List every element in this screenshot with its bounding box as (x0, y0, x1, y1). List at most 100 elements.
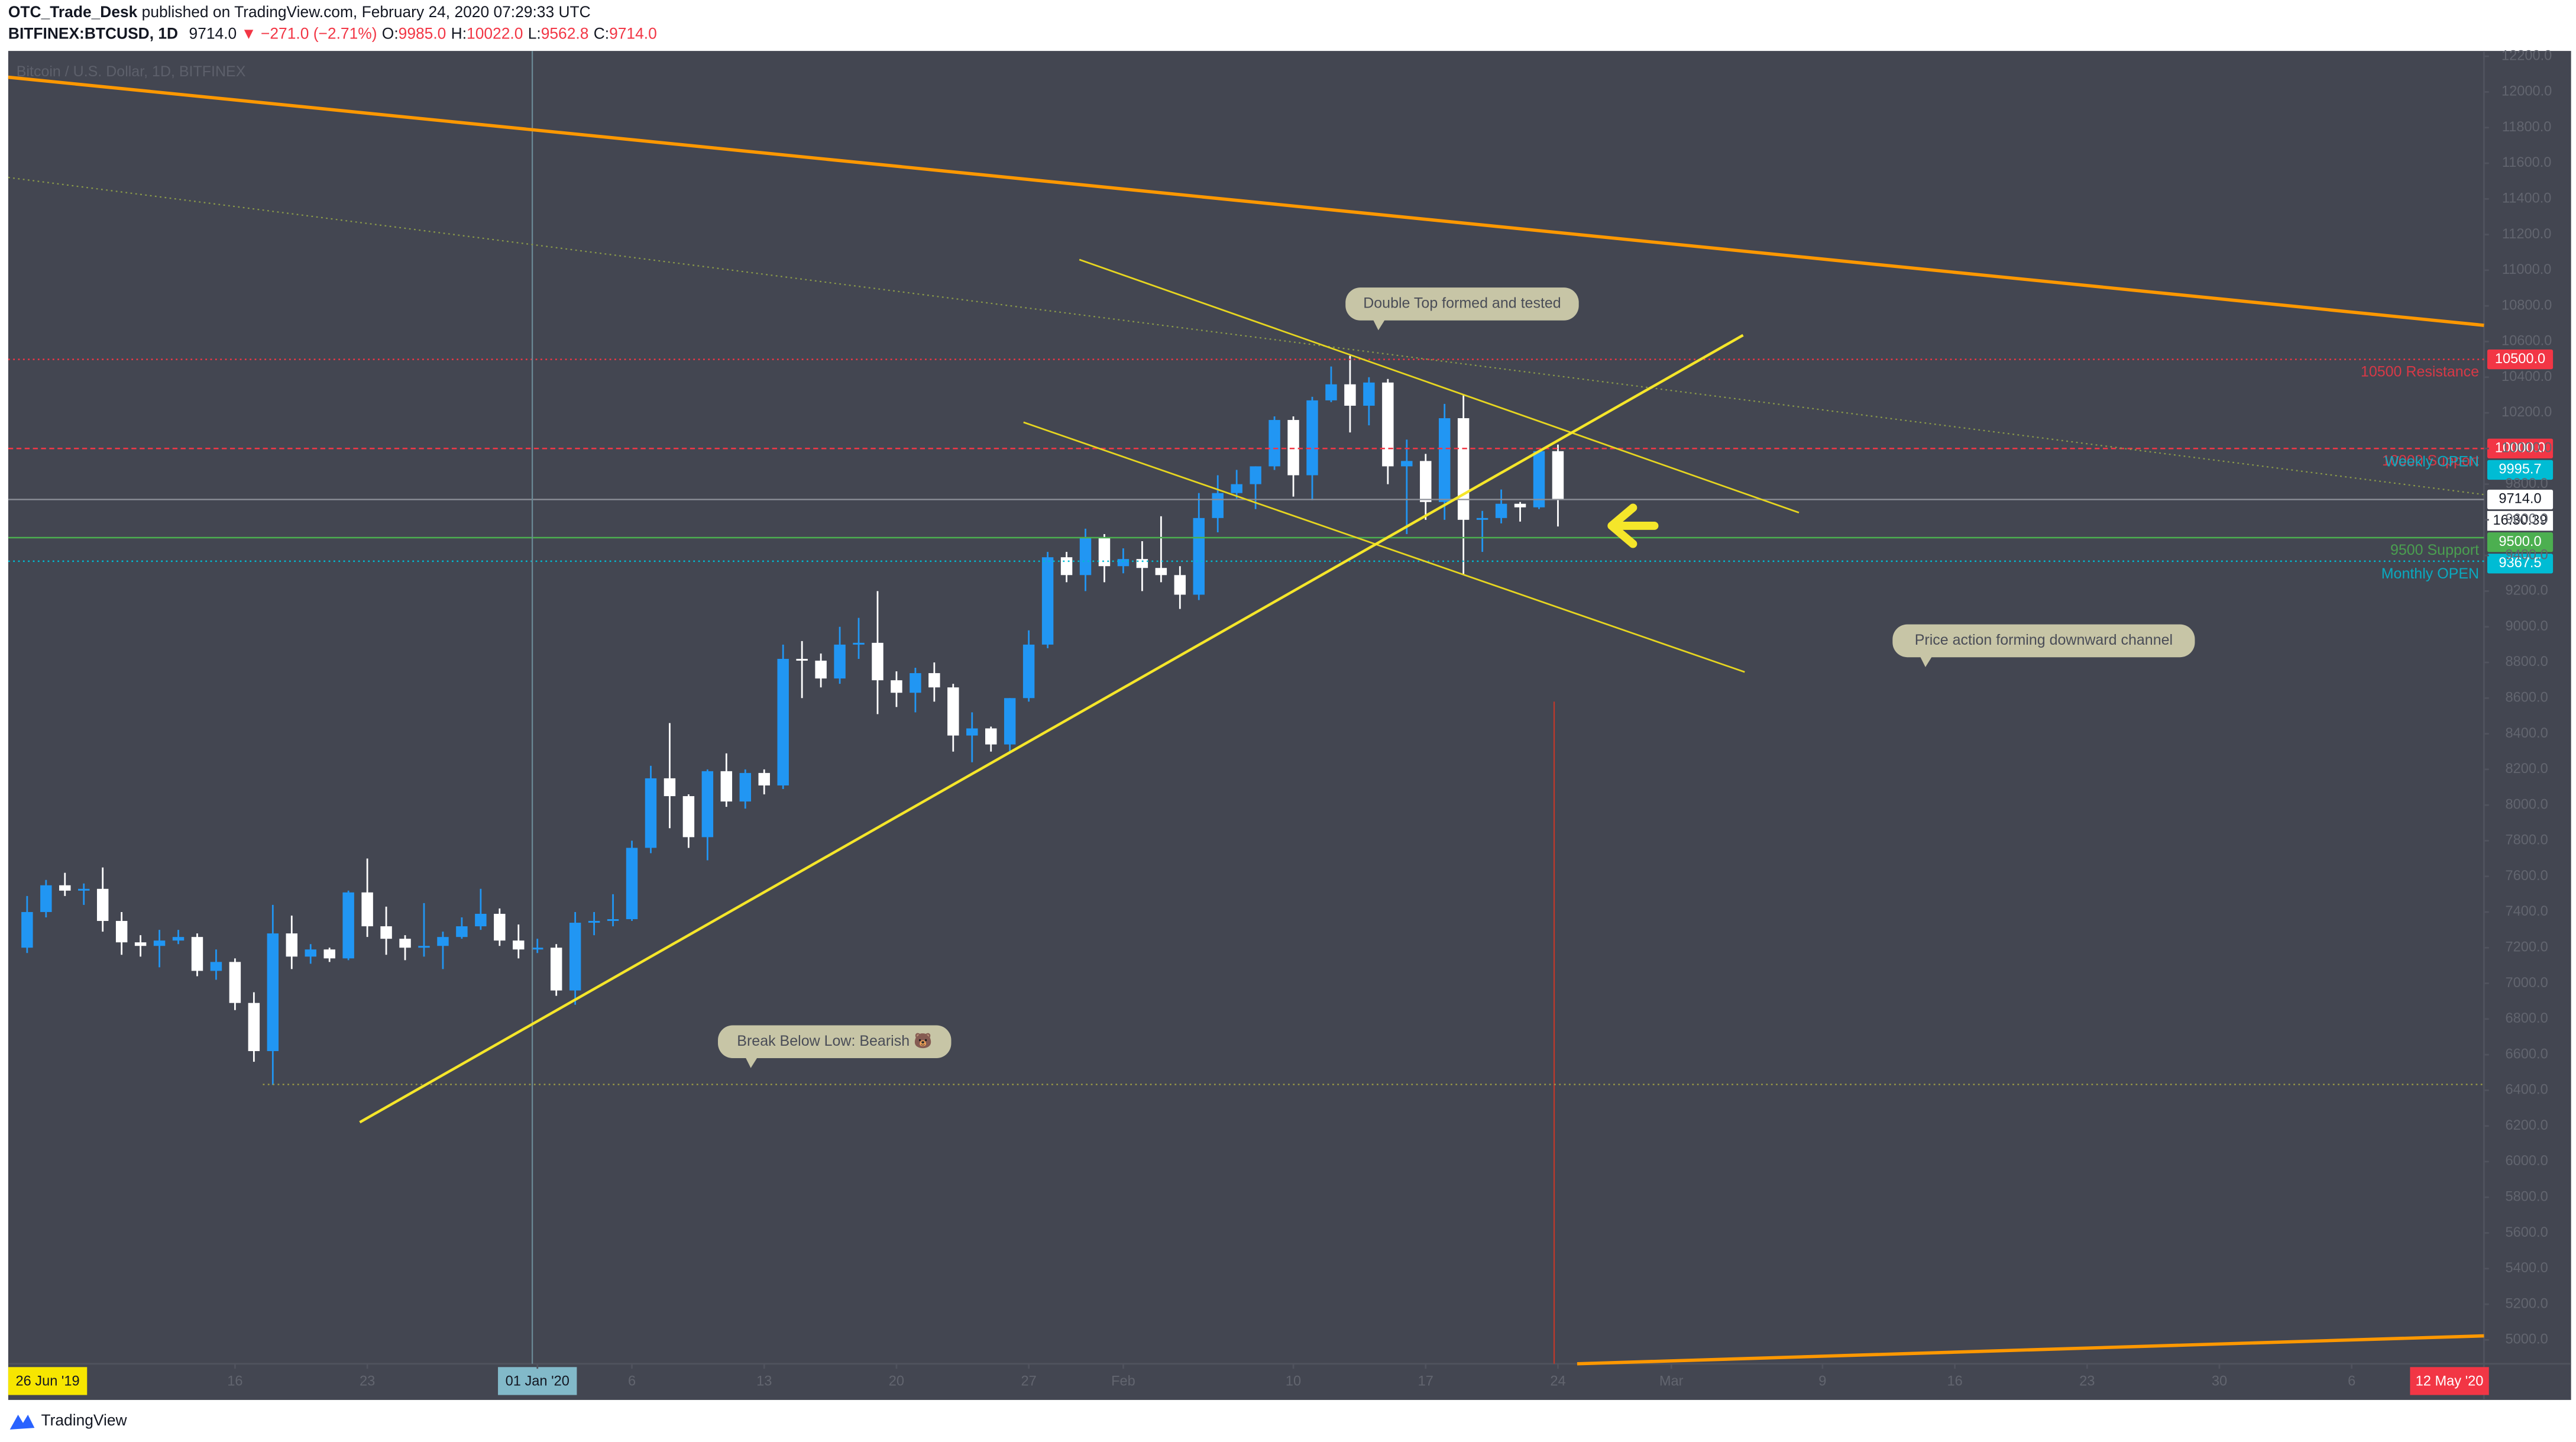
candle-body (1268, 420, 1280, 467)
candle-body (1231, 484, 1242, 493)
candle-body (1117, 559, 1130, 567)
level-label: 10500.0 (2495, 351, 2545, 367)
y-tick-label: 7600.0 (2506, 868, 2548, 884)
candle-body (739, 772, 751, 802)
symbol: BITFINEX:BTCUSD, 1D (8, 24, 178, 42)
candle-body (1306, 400, 1318, 476)
ohlc-key: L: (528, 24, 541, 42)
candle-body (21, 911, 33, 948)
candle-body (494, 913, 506, 941)
level-box (2487, 532, 2554, 552)
candle-body (701, 771, 714, 838)
arrow (1607, 503, 1659, 548)
range-start-box (8, 1367, 88, 1395)
author: OTC_Trade_Desk (8, 3, 138, 21)
candle-body (777, 658, 789, 785)
ohlc-value: 9562.8 (541, 24, 589, 42)
level-box (2487, 554, 2554, 574)
candle-body (720, 771, 733, 802)
ohlc-key: C: (594, 24, 609, 42)
ohlc-value: 10022.0 (467, 24, 523, 42)
candle-body (1287, 420, 1299, 476)
candle-body (40, 885, 52, 912)
candle-body (1022, 644, 1035, 699)
range-start: 26 Jun '19 (15, 1374, 79, 1389)
candle-body (1363, 382, 1375, 406)
y-tick-label: 5200.0 (2506, 1296, 2548, 1311)
y-tick-label: 10400.0 (2501, 369, 2552, 384)
x-tick-label: 17 (1418, 1374, 1433, 1389)
y-tick-label: 5400.0 (2506, 1260, 2548, 1276)
y-tick-label: 8000.0 (2506, 797, 2548, 812)
candle-body (361, 892, 373, 927)
callout-text: Double Top formed and tested (1363, 295, 1561, 312)
y-tick-label: 12200.0 (2501, 48, 2552, 63)
candle-body (1401, 461, 1413, 467)
candle-body (928, 673, 940, 688)
x-tick-label: 13 (756, 1374, 772, 1389)
y-tick-label: 9000.0 (2506, 619, 2548, 634)
callout-text: Break Below Low: Bearish 🐻 (737, 1032, 932, 1049)
chart-pane (8, 51, 2571, 1400)
change: ▼ −271.0 (−2.71%) (241, 24, 377, 42)
candle-body (891, 680, 902, 693)
y-tick-label: 8200.0 (2506, 761, 2548, 777)
y-tick-label: 7400.0 (2506, 904, 2548, 919)
x-tick-label: 23 (2079, 1374, 2095, 1389)
candle-body (475, 913, 487, 927)
candle-body (1495, 503, 1507, 518)
candle-body (248, 1003, 260, 1052)
ohlc-value: 9714.0 (609, 24, 657, 42)
y-tick-label: 5600.0 (2506, 1225, 2548, 1240)
candle-body (380, 926, 392, 939)
level-box (2487, 438, 2554, 458)
callout-text: Price action forming downward channel (1915, 632, 2173, 648)
level-label: 9995.7 (2499, 462, 2541, 477)
candle-body (607, 919, 619, 922)
trend-line (8, 75, 2484, 327)
level-label: 10000.0 (2495, 441, 2545, 456)
candle-body (1420, 461, 1432, 502)
level-name: Monthly OPEN (2381, 565, 2479, 582)
x-tick-label: 30 (2212, 1374, 2227, 1389)
y-tick-label: 11400.0 (2502, 191, 2552, 206)
x-tick-label: 23 (360, 1374, 375, 1389)
candle-body (399, 939, 411, 948)
y-tick-label: 9400.0 (2506, 547, 2548, 562)
candle-body (96, 888, 109, 922)
candle-body (153, 940, 166, 946)
candle-body (1382, 382, 1394, 467)
level-name: 10000 Support (2382, 452, 2479, 469)
plot (8, 355, 2484, 1085)
candle-body (1155, 568, 1167, 575)
y-tick-label: 5000.0 (2506, 1332, 2548, 1347)
candle-body (267, 933, 279, 1052)
y-tick-label: 9600.0 (2506, 512, 2548, 527)
candle-body (418, 946, 430, 948)
x-tick-label: 10 (1286, 1374, 1301, 1389)
candle-body (645, 778, 657, 848)
candle-body (532, 948, 543, 950)
candle-body (286, 933, 298, 957)
candle-body (1079, 537, 1092, 575)
y-tick-label: 10200.0 (2501, 405, 2552, 420)
candle-body (758, 772, 770, 785)
candle-body (342, 892, 354, 959)
candle-body (1212, 493, 1224, 518)
candle-body (1476, 518, 1488, 520)
header-line-1: OTC_Trade_Desk published on TradingView.… (8, 3, 591, 21)
candle-body (78, 888, 90, 891)
y-tick-label: 10800.0 (2501, 298, 2552, 313)
candle-body (966, 728, 978, 736)
candle-body (1533, 451, 1545, 507)
trend-line (1577, 1334, 2484, 1366)
x-tick-label: Mar (1659, 1374, 1684, 1389)
candle-body (1552, 451, 1564, 500)
candle-body (1098, 537, 1111, 567)
level-box (2487, 349, 2554, 370)
x-tick-highlight (498, 1367, 577, 1395)
candle-body (550, 948, 562, 991)
legend: Bitcoin / U.S. Dollar, 1D, BITFINEX (17, 63, 246, 80)
y-tick-label: 7000.0 (2506, 975, 2548, 991)
